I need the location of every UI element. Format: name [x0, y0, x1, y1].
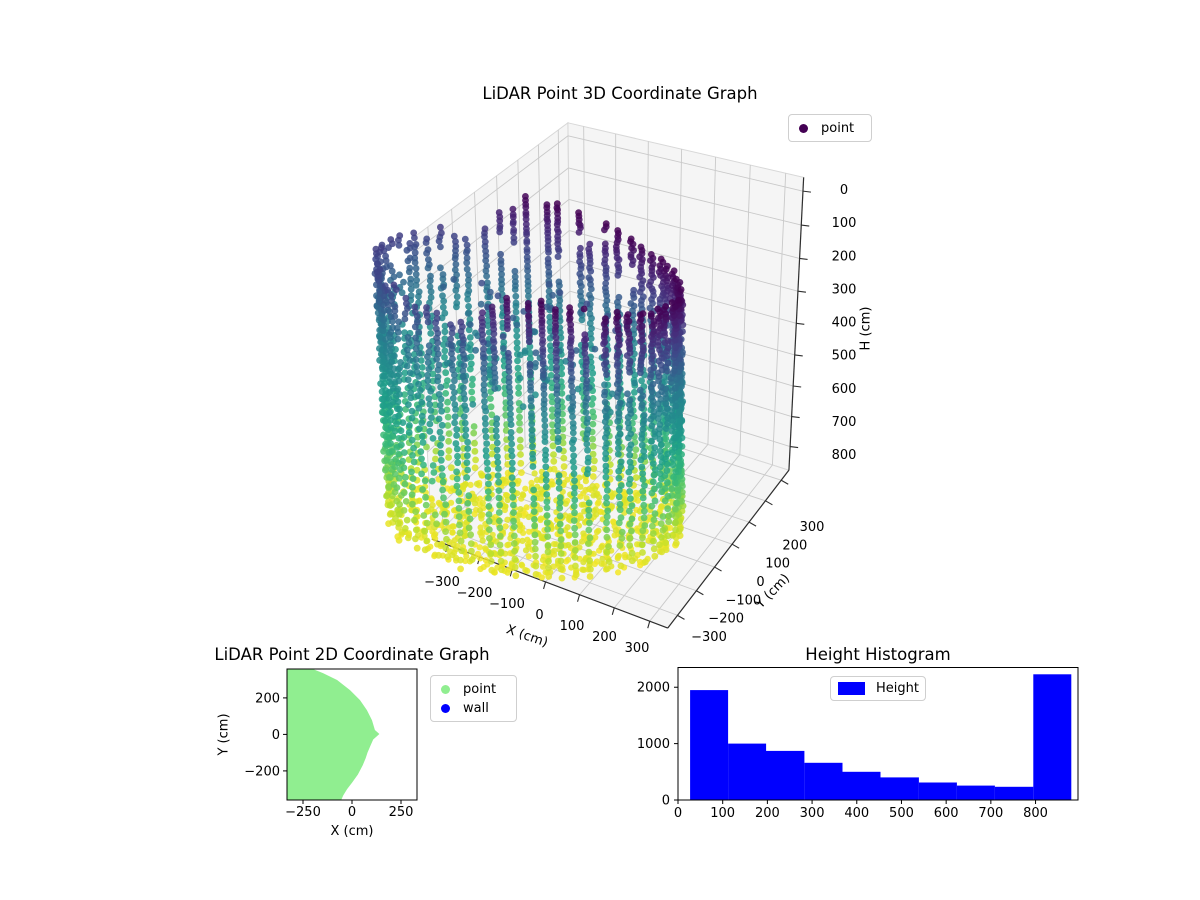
- plot3d-legend: point: [788, 114, 872, 142]
- svg-text:−300: −300: [691, 630, 727, 645]
- svg-text:0: 0: [662, 794, 670, 809]
- svg-text:250: 250: [389, 805, 414, 820]
- svg-text:700: 700: [978, 806, 1003, 821]
- legend-label: Height: [876, 681, 919, 696]
- plot2d-title: LiDAR Point 2D Coordinate Graph: [214, 645, 490, 664]
- svg-text:100: 100: [560, 619, 585, 634]
- svg-text:0: 0: [348, 805, 356, 820]
- svg-text:300: 300: [832, 282, 857, 297]
- legend-item-height: Height: [831, 681, 925, 696]
- svg-text:−200: −200: [457, 586, 493, 601]
- svg-text:−100: −100: [489, 597, 525, 612]
- svg-text:600: 600: [934, 806, 959, 821]
- svg-text:700: 700: [832, 415, 857, 430]
- legend-label: point: [821, 120, 855, 136]
- bar: [994, 786, 1034, 801]
- plot2d-yaxis-label: Y (cm): [216, 713, 232, 756]
- svg-text:400: 400: [844, 806, 869, 821]
- histogram-canvas: [677, 667, 1079, 801]
- svg-text:−300: −300: [424, 575, 460, 590]
- svg-text:500: 500: [889, 806, 914, 821]
- histogram-ticks: 0 100 200 300 400 500 600 700 800 0 1000 2000: [637, 681, 1048, 821]
- svg-text:100: 100: [765, 557, 790, 572]
- svg-text:100: 100: [832, 216, 857, 231]
- bar: [728, 743, 767, 800]
- svg-text:200: 200: [832, 249, 857, 264]
- plot2d-canvas: [286, 668, 418, 801]
- histogram-title: Height Histogram: [805, 645, 951, 664]
- svg-text:0: 0: [756, 575, 764, 590]
- svg-text:200: 200: [255, 691, 280, 706]
- height-swatch-icon: [838, 682, 865, 695]
- svg-text:0: 0: [840, 183, 848, 198]
- plot2d-legend: point wall: [430, 675, 517, 722]
- svg-text:0: 0: [535, 608, 543, 623]
- svg-text:1000: 1000: [637, 737, 670, 752]
- point-marker-icon: [799, 123, 808, 133]
- legend-label: point: [463, 681, 497, 697]
- legend-item-wall: wall: [431, 701, 516, 716]
- bar: [690, 690, 729, 800]
- bar: [842, 771, 881, 800]
- svg-text:100: 100: [710, 806, 735, 821]
- svg-text:−100: −100: [725, 593, 761, 608]
- svg-text:−200: −200: [244, 764, 280, 779]
- svg-text:0: 0: [674, 806, 682, 821]
- histogram-legend: Height: [830, 676, 926, 701]
- svg-text:600: 600: [832, 382, 857, 397]
- svg-text:200: 200: [755, 806, 780, 821]
- svg-text:300: 300: [800, 520, 825, 535]
- svg-text:800: 800: [1023, 806, 1048, 821]
- bar: [956, 785, 995, 800]
- bar: [918, 782, 957, 800]
- svg-text:800: 800: [832, 448, 857, 463]
- plot3d-point-cloud: [371, 193, 687, 582]
- svg-text:−200: −200: [708, 612, 744, 627]
- point-marker-icon: [441, 684, 450, 694]
- plot2d-ticks: −250 0 250 −200 0 200: [244, 691, 413, 820]
- svg-text:300: 300: [625, 641, 650, 656]
- legend-label: wall: [463, 700, 489, 716]
- bar: [880, 777, 919, 800]
- legend-item-point: point: [789, 121, 871, 136]
- bar: [766, 750, 805, 800]
- svg-text:300: 300: [800, 806, 825, 821]
- plot3d-zaxis-label: H (cm): [858, 306, 874, 351]
- svg-text:400: 400: [832, 316, 857, 331]
- plot3d-ticklabels: −300−200−1000100200300−300−200−100010020…: [424, 183, 856, 656]
- svg-text:2000: 2000: [637, 681, 670, 696]
- histogram-bars: [690, 674, 1072, 801]
- wall-marker-icon: [441, 703, 450, 713]
- plot2d-region: [287, 669, 380, 800]
- svg-text:−250: −250: [285, 805, 321, 820]
- svg-text:500: 500: [832, 349, 857, 364]
- bar: [804, 762, 843, 800]
- svg-text:0: 0: [272, 728, 280, 743]
- svg-text:200: 200: [592, 630, 617, 645]
- plot3d-tickmarks: [445, 190, 812, 629]
- plot3d-title: LiDAR Point 3D Coordinate Graph: [482, 84, 758, 103]
- svg-text:200: 200: [782, 538, 807, 553]
- bar: [1033, 674, 1072, 800]
- legend-item-point: point: [431, 682, 516, 697]
- plot2d-xaxis-label: X (cm): [330, 824, 374, 839]
